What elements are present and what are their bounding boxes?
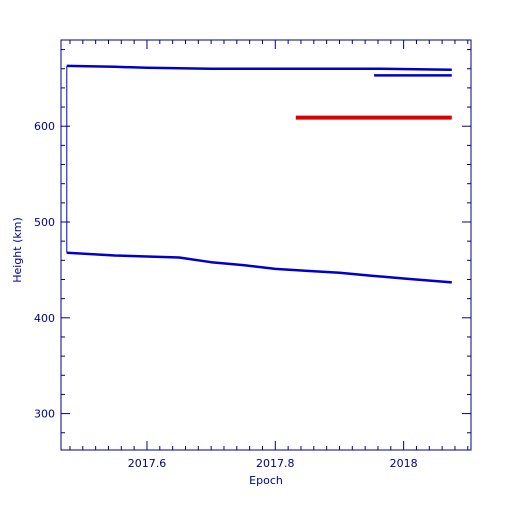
tick-labels: 2017.6 2017.8 2018 300 400 500 600 <box>34 120 418 470</box>
plot-frame <box>60 39 472 451</box>
y-tick-label-1: 400 <box>34 312 55 325</box>
series-line-3 <box>66 251 452 284</box>
y-tick-label-2: 500 <box>34 216 55 229</box>
axis-ticks <box>61 40 471 450</box>
x-tick-label-2: 2018 <box>390 457 418 470</box>
y-tick-label-0: 300 <box>34 408 55 421</box>
y-tick-label-3: 600 <box>34 120 55 133</box>
x-axis-label: Epoch <box>249 474 283 487</box>
y-axis-label: Height (km) <box>11 217 24 283</box>
x-tick-label-1: 2017.8 <box>256 457 295 470</box>
x-tick-label-0: 2017.6 <box>128 457 167 470</box>
series-line-0 <box>66 64 452 71</box>
series-layer <box>66 64 452 284</box>
